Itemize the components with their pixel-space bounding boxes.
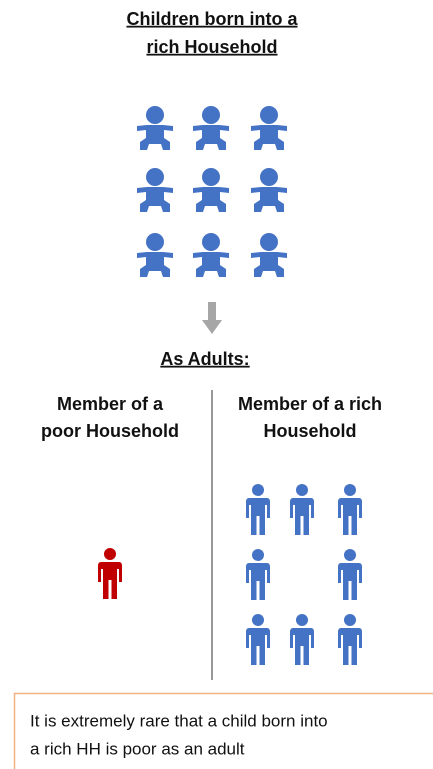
rich-adult-icon [290, 614, 314, 665]
caption-box [13, 692, 433, 769]
baby-icon [251, 233, 287, 277]
baby-icon [137, 233, 173, 277]
baby-icon [193, 168, 229, 212]
left-heading: Member of a [57, 394, 164, 414]
rich-adult-icon [338, 549, 362, 600]
rich-adult-icon [246, 549, 270, 600]
rich-adult-icon [246, 614, 270, 665]
rich-adult-icon [246, 484, 270, 535]
baby-icon [193, 233, 229, 277]
caption-line: a rich HH is poor as an adult [30, 739, 245, 758]
right-heading: Member of a rich [238, 394, 382, 414]
baby-icon [193, 106, 229, 150]
baby-icon [251, 106, 287, 150]
title-line: rich Household [146, 37, 277, 57]
title-line: Children born into a [127, 9, 299, 29]
baby-icon [251, 168, 287, 212]
rich-adult-icons [246, 484, 362, 665]
rich-adult-icon [290, 484, 314, 535]
rich-adult-icon [338, 614, 362, 665]
subtitle: As Adults: [160, 349, 249, 369]
caption-line: It is extremely rare that a child born i… [30, 711, 328, 730]
poor-adult-icon [98, 548, 122, 599]
down-arrow [202, 302, 222, 334]
baby-icon [137, 106, 173, 150]
rich-adult-icon [338, 484, 362, 535]
left-heading: poor Household [41, 421, 179, 441]
baby-icons [137, 106, 287, 277]
right-heading: Household [264, 421, 357, 441]
baby-icon [137, 168, 173, 212]
